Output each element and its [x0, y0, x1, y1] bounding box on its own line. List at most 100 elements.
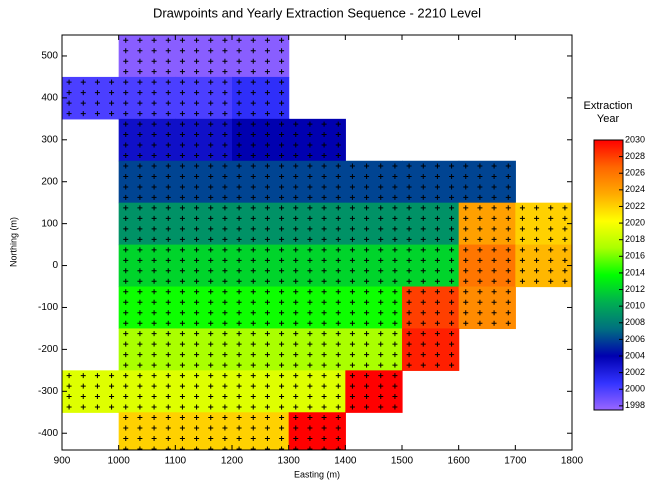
cell — [118, 244, 176, 288]
cell — [288, 412, 346, 450]
cell — [288, 118, 346, 162]
cell — [118, 160, 176, 204]
cell — [288, 286, 346, 330]
cell — [288, 370, 346, 413]
cell — [345, 370, 403, 413]
x-tick-label: 1600 — [448, 456, 471, 467]
cell — [458, 160, 516, 204]
colorbar-tick-label: 2014 — [625, 267, 645, 277]
cell — [288, 202, 346, 246]
cell — [175, 412, 233, 450]
y-tick-label: -200 — [38, 344, 58, 355]
colorbar-title: Year — [597, 113, 620, 125]
cell — [515, 244, 572, 288]
y-tick-label: 200 — [41, 176, 58, 187]
cell — [118, 118, 176, 162]
cell — [458, 202, 516, 246]
y-tick-label: -300 — [38, 386, 58, 397]
cell — [402, 202, 460, 246]
colorbar-tick-label: 2018 — [625, 234, 645, 244]
x-tick-label: 1500 — [391, 456, 414, 467]
cell — [62, 76, 120, 120]
cell — [175, 202, 233, 246]
cell — [345, 202, 403, 246]
cell — [232, 202, 290, 246]
x-tick-label: 1200 — [221, 456, 244, 467]
colorbar-tick-label: 2022 — [625, 201, 645, 211]
cell — [175, 328, 233, 371]
cell — [118, 370, 176, 413]
cell — [62, 370, 120, 413]
x-tick-label: 1400 — [334, 456, 357, 467]
cell — [232, 286, 290, 330]
cell — [175, 286, 233, 330]
y-tick-label: 500 — [41, 51, 58, 62]
x-tick-label: 1300 — [278, 456, 301, 467]
drawpoints — [66, 37, 568, 450]
colorbar-tick-label: 1998 — [625, 400, 645, 410]
cell — [345, 286, 403, 330]
colorbar-tick-label: 2016 — [625, 251, 645, 261]
cell — [402, 286, 460, 330]
cell — [232, 76, 290, 120]
colorbar-tick-label: 2026 — [625, 168, 645, 178]
cells — [62, 35, 572, 450]
cell — [345, 160, 403, 204]
colorbar-tick-label: 2008 — [625, 317, 645, 327]
x-tick-label: 1800 — [561, 456, 584, 467]
cell — [288, 328, 346, 371]
colorbar-tick-label: 2010 — [625, 301, 645, 311]
cell — [175, 118, 233, 162]
chart-title: Drawpoints and Yearly Extraction Sequenc… — [153, 5, 481, 20]
colorbar — [593, 139, 624, 411]
y-axis-label: Northing (m) — [8, 217, 18, 267]
cell — [118, 412, 176, 450]
cell — [118, 286, 176, 330]
cell — [232, 328, 290, 371]
cell — [232, 244, 290, 288]
x-axis-label: Easting (m) — [294, 469, 340, 479]
cell — [118, 76, 176, 120]
plot-frame — [61, 34, 573, 451]
colorbar-tick-label: 2012 — [625, 284, 645, 294]
cell — [175, 244, 233, 288]
cell — [232, 160, 290, 204]
y-tick-label: 0 — [52, 260, 58, 271]
cell — [118, 328, 176, 371]
cell — [288, 244, 346, 288]
cell — [402, 244, 460, 288]
colorbar-tick-label: 2030 — [625, 134, 645, 144]
cell — [118, 35, 176, 78]
cell — [288, 160, 346, 204]
cell — [175, 35, 233, 78]
x-tick-label: 1100 — [165, 456, 187, 467]
cell — [402, 160, 460, 204]
colorbar-tick-label: 2006 — [625, 334, 645, 344]
y-tick-label: 300 — [41, 134, 58, 145]
x-tick-label: 900 — [54, 456, 71, 467]
cell — [118, 202, 176, 246]
y-tick-label: 400 — [41, 93, 58, 104]
cell — [175, 370, 233, 413]
cell — [232, 412, 290, 450]
colorbar-tick-label: 2004 — [625, 350, 645, 360]
cell — [402, 328, 460, 371]
cell — [345, 328, 403, 371]
y-tick-label: -100 — [38, 302, 58, 313]
y-tick-label: -400 — [38, 428, 58, 439]
cell — [345, 244, 403, 288]
cell — [458, 244, 516, 288]
cell — [175, 76, 233, 120]
colorbar-tick-label: 2002 — [625, 367, 645, 377]
y-tick-label: 100 — [41, 218, 58, 229]
cell — [232, 118, 290, 162]
cell — [515, 202, 572, 246]
colorbar-title: Extraction — [584, 100, 633, 112]
x-tick-label: 1700 — [504, 456, 527, 467]
colorbar-tick-label: 2028 — [625, 151, 645, 161]
cell — [232, 370, 290, 413]
x-tick-label: 1000 — [108, 456, 131, 467]
colorbar-tick-label: 2020 — [625, 217, 645, 227]
cell — [458, 286, 516, 330]
